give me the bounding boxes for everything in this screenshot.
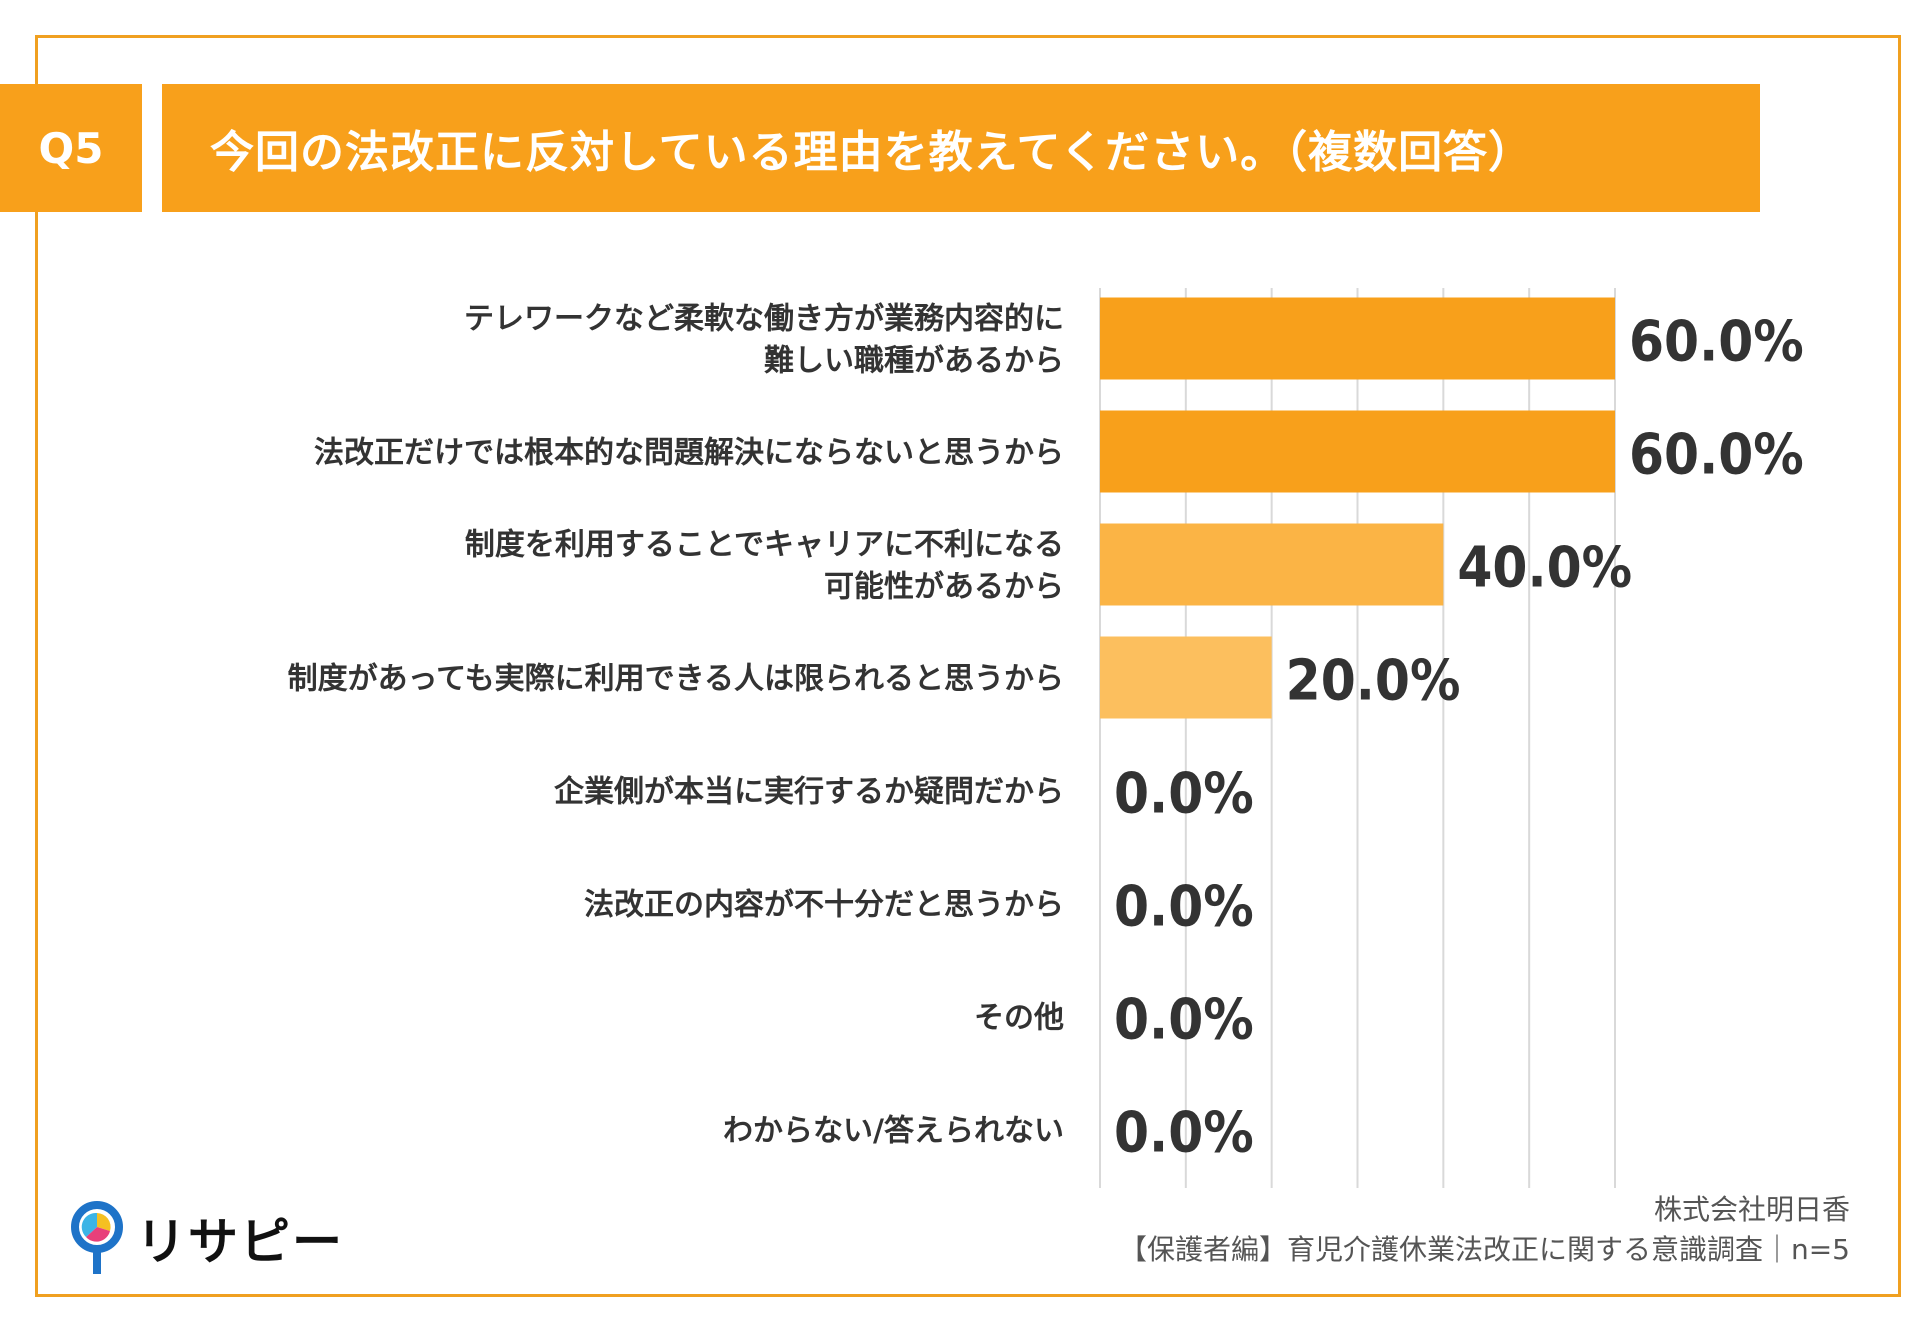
- category-label-0-line-1: 難しい職種があるから: [764, 344, 1064, 379]
- bar-2: [1100, 523, 1444, 606]
- bar-1: [1100, 410, 1615, 493]
- question-title: 今回の法改正に反対している理由を教えてください。（複数回答）: [210, 127, 1534, 178]
- value-label-2: 40.0%: [1457, 536, 1632, 601]
- value-label-4: 0.0%: [1114, 762, 1254, 827]
- category-label-1: 法改正だけでは根本的な問題解決にならないと思うから: [314, 436, 1064, 471]
- category-label-3: 制度があっても実際に利用できる人は限られると思うから: [288, 662, 1064, 697]
- company-name: 株式会社明日香: [1653, 1193, 1850, 1226]
- category-label-5: 法改正の内容が不十分だと思うから: [584, 888, 1064, 923]
- value-label-1: 60.0%: [1629, 423, 1804, 488]
- brand-logo: リサピー: [70, 1200, 344, 1276]
- question-title-bar: 今回の法改正に反対している理由を教えてください。（複数回答）: [162, 84, 1760, 212]
- logo-text: リサピー: [136, 1213, 344, 1271]
- category-label-2-line-1: 可能性があるから: [824, 570, 1064, 605]
- question-number-badge: Q5: [0, 84, 142, 212]
- category-label-4: 企業側が本当に実行するか疑問だから: [554, 775, 1064, 810]
- bar-0: [1100, 297, 1615, 380]
- category-label-6: その他: [974, 1001, 1064, 1036]
- value-label-3: 20.0%: [1286, 649, 1461, 714]
- category-label-0-line-0: テレワークなど柔軟な働き方が業務内容的に: [464, 302, 1064, 337]
- chart-frame: [35, 35, 1901, 1297]
- source-note: 株式会社明日香 【保護者編】育児介護休業法改正に関する意識調査｜n=5: [1119, 1190, 1850, 1270]
- category-label-2-line-0: 制度を利用することでキャリアに不利になる: [465, 528, 1064, 563]
- bar-3: [1100, 636, 1272, 719]
- value-label-5: 0.0%: [1114, 875, 1254, 940]
- survey-name: 【保護者編】育児介護休業法改正に関する意識調査｜n=5: [1118, 1233, 1850, 1266]
- value-label-7: 0.0%: [1114, 1101, 1254, 1166]
- category-label-7: わからない/答えられない: [723, 1114, 1064, 1149]
- value-label-6: 0.0%: [1114, 988, 1254, 1053]
- pin-logo-icon: [71, 1201, 123, 1274]
- value-label-0: 60.0%: [1629, 310, 1804, 375]
- question-number: Q5: [38, 123, 104, 173]
